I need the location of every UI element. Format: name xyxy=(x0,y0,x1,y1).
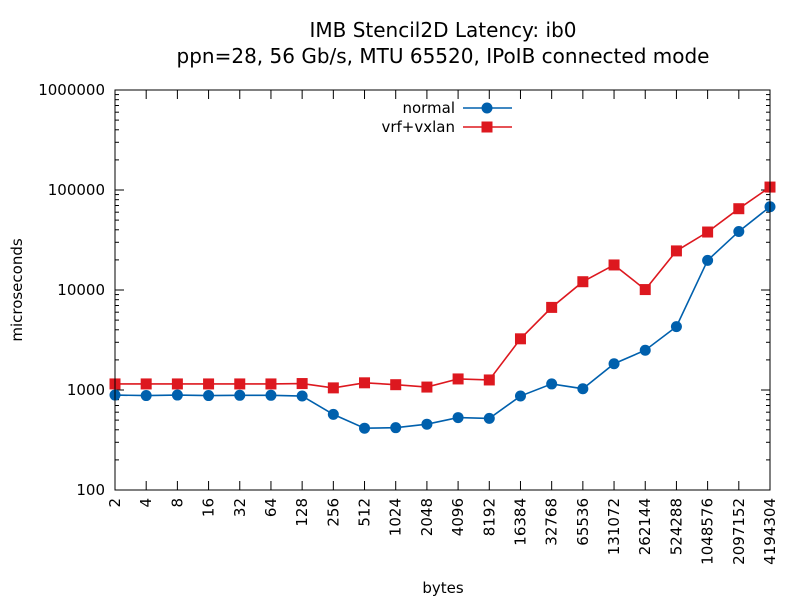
data-point-vrf-vxlan xyxy=(327,382,339,394)
data-point-vrf-vxlan xyxy=(483,374,495,386)
legend-marker-vrf-vxlan xyxy=(481,121,493,133)
x-tick-label: 4 xyxy=(137,498,155,508)
x-tick-label: 65536 xyxy=(574,498,592,546)
data-point-vrf-vxlan xyxy=(203,378,215,390)
y-tick-label: 100 xyxy=(76,481,105,499)
x-tick-label: 32768 xyxy=(543,498,561,546)
data-point-normal xyxy=(203,390,215,402)
y-tick-label: 100000 xyxy=(48,181,105,199)
data-point-normal xyxy=(359,422,371,434)
data-point-vrf-vxlan xyxy=(546,301,558,313)
data-point-normal xyxy=(421,418,433,430)
data-point-vrf-vxlan xyxy=(140,378,152,390)
legend-label-normal: normal xyxy=(402,99,455,117)
data-point-normal xyxy=(327,408,339,420)
y-axis-label: microseconds xyxy=(8,238,26,342)
x-tick-label: 128 xyxy=(293,498,311,527)
chart-subtitle: ppn=28, 56 Gb/s, MTU 65520, IPoIB connec… xyxy=(177,44,710,68)
x-axis-ticks: 2 4 8 16 32 64 128 256 512 1024 2048 4096 8192 16384 3… xyxy=(106,90,779,565)
x-tick-label: 1024 xyxy=(387,498,405,536)
x-tick-label: 16 xyxy=(200,498,218,517)
data-point-vrf-vxlan xyxy=(702,226,714,238)
data-point-normal xyxy=(577,383,589,395)
x-tick-label: 512 xyxy=(356,498,374,527)
x-tick-label: 2 xyxy=(106,498,124,508)
series-group xyxy=(109,181,776,434)
data-point-vrf-vxlan xyxy=(670,245,682,257)
chart-title: IMB Stencil2D Latency: ib0 xyxy=(309,18,576,42)
data-point-normal xyxy=(296,390,308,402)
data-point-normal xyxy=(514,390,526,402)
data-point-normal xyxy=(608,358,620,370)
x-tick-label: 524288 xyxy=(667,498,685,555)
x-axis-label: bytes xyxy=(422,579,464,597)
legend-label-vrf-vxlan: vrf+vxlan xyxy=(381,118,455,136)
y-tick-label: 10000 xyxy=(57,281,105,299)
data-point-vrf-vxlan xyxy=(234,378,246,390)
data-point-normal xyxy=(702,254,714,266)
data-point-vrf-vxlan xyxy=(514,333,526,345)
plot-frame xyxy=(114,89,771,491)
data-point-vrf-vxlan xyxy=(421,381,433,393)
y-tick-label: 1000 xyxy=(67,381,105,399)
data-point-vrf-vxlan xyxy=(359,377,371,389)
x-tick-label: 131072 xyxy=(605,498,623,555)
data-point-vrf-vxlan xyxy=(452,373,464,385)
data-point-normal xyxy=(171,389,183,401)
x-tick-label: 262144 xyxy=(636,498,654,555)
x-tick-label: 1048576 xyxy=(699,498,717,565)
data-point-vrf-vxlan xyxy=(608,259,620,271)
series-line-normal xyxy=(114,206,771,430)
x-tick-label: 64 xyxy=(262,498,280,517)
x-tick-label: 4096 xyxy=(449,498,467,536)
y-axis-ticks: 100 1000 10000 100000 1000000 xyxy=(38,81,770,499)
x-tick-label: 8192 xyxy=(480,498,498,536)
data-point-normal xyxy=(546,378,558,390)
x-tick-label: 4194304 xyxy=(761,498,779,565)
x-tick-label: 8 xyxy=(168,498,186,508)
data-point-vrf-vxlan xyxy=(171,378,183,390)
x-tick-label: 16384 xyxy=(511,498,529,546)
x-tick-label: 256 xyxy=(324,498,342,527)
series-line-vrf-vxlan xyxy=(115,186,771,389)
data-point-vrf-vxlan xyxy=(296,378,308,390)
data-point-normal xyxy=(265,389,277,401)
x-tick-label: 32 xyxy=(231,498,249,517)
y-tick-label: 1000000 xyxy=(38,81,105,99)
data-point-normal xyxy=(234,389,246,401)
data-point-normal xyxy=(390,422,402,434)
legend: normal vrf+vxlan xyxy=(381,99,512,136)
legend-marker-normal xyxy=(481,102,493,114)
data-point-normal xyxy=(670,321,682,333)
data-point-normal xyxy=(733,225,745,237)
data-point-normal xyxy=(140,390,152,402)
data-point-vrf-vxlan xyxy=(733,203,745,215)
data-point-normal xyxy=(483,412,495,424)
x-tick-label: 2048 xyxy=(418,498,436,536)
data-point-vrf-vxlan xyxy=(265,378,277,390)
data-point-vrf-vxlan xyxy=(639,284,651,296)
data-point-vrf-vxlan xyxy=(577,276,589,288)
x-tick-label: 2097152 xyxy=(730,498,748,565)
data-point-normal xyxy=(639,344,651,356)
data-point-normal xyxy=(452,412,464,424)
data-point-vrf-vxlan xyxy=(390,379,402,391)
